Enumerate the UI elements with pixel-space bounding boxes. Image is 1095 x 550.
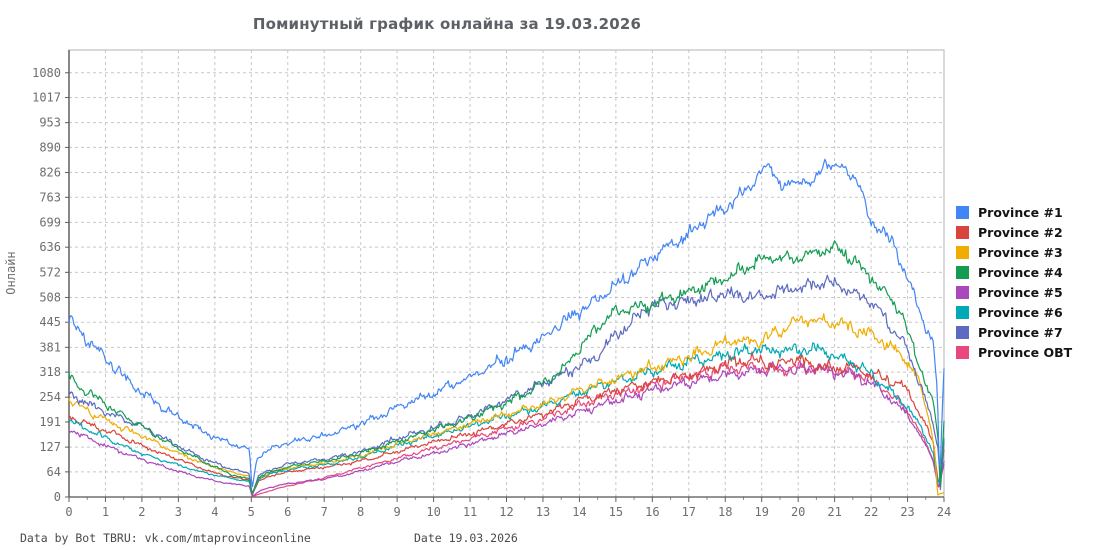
y-tick-label: 127: [39, 440, 61, 454]
y-tick-label: 826: [39, 166, 61, 180]
series-line-province-5: [68, 361, 945, 497]
legend-label: Province #6: [978, 304, 1063, 320]
y-tick-label: 381: [39, 340, 61, 354]
legend-swatch-icon: [956, 345, 969, 359]
y-tick-label: 191: [39, 415, 61, 429]
legend-swatch-icon: [956, 285, 969, 299]
x-tick-label: 9: [394, 505, 401, 519]
legend-swatch-icon: [956, 245, 969, 259]
legend-item-province-7: Province #7: [956, 322, 1072, 342]
legend-label: Province #3: [978, 244, 1063, 260]
legend-label: Province #7: [978, 324, 1063, 340]
series-line-province-3: [68, 313, 945, 496]
legend-swatch-icon: [956, 305, 969, 319]
series-line-province-6: [68, 342, 945, 494]
x-tick-label: 12: [499, 505, 513, 519]
x-tick-label: 11: [463, 505, 477, 519]
x-tick-label: 2: [138, 505, 145, 519]
legend-swatch-icon: [956, 225, 969, 239]
y-tick-label: 318: [39, 365, 61, 379]
legend-label: Province #1: [978, 204, 1063, 220]
footer-date-label: Date 19.03.2026: [414, 531, 518, 545]
legend-item-province-obt: Province OBT: [956, 342, 1072, 362]
y-tick-label: 763: [39, 190, 61, 204]
y-tick-label: 572: [39, 265, 61, 279]
legend-item-province-4: Province #4: [956, 262, 1072, 282]
chart-legend: Province #1 Province #2 Province #3 Provinc…: [956, 202, 1072, 362]
y-tick-label: 1017: [32, 91, 61, 105]
legend-item-province-5: Province #5: [956, 282, 1072, 302]
y-tick-label: 64: [47, 465, 61, 479]
x-tick-label: 20: [791, 505, 805, 519]
x-tick-label: 13: [536, 505, 550, 519]
x-tick-label: 6: [284, 505, 291, 519]
x-tick-label: 3: [175, 505, 182, 519]
x-tick-label: 24: [937, 505, 951, 519]
y-tick-label: 1080: [32, 66, 61, 80]
x-tick-label: 17: [682, 505, 696, 519]
legend-item-province-1: Province #1: [956, 202, 1072, 222]
y-tick-label: 953: [39, 116, 61, 130]
x-tick-label: 19: [754, 505, 768, 519]
legend-item-province-3: Province #3: [956, 242, 1072, 262]
x-tick-label: 10: [426, 505, 440, 519]
legend-label: Province #2: [978, 224, 1063, 240]
x-tick-label: 1: [102, 505, 109, 519]
x-tick-label: 0: [65, 505, 72, 519]
y-tick-label: 699: [39, 215, 61, 229]
y-tick-label: 0: [54, 490, 61, 504]
x-tick-label: 16: [645, 505, 659, 519]
y-tick-label: 445: [39, 315, 61, 329]
x-tick-label: 23: [900, 505, 914, 519]
x-tick-label: 4: [211, 505, 218, 519]
footer-credit: Data by Bot TBRU: vk.com/mtaprovinceonli…: [20, 531, 311, 545]
x-tick-label: 14: [572, 505, 586, 519]
y-tick-label: 636: [39, 240, 61, 254]
y-tick-label: 254: [39, 390, 61, 404]
legend-swatch-icon: [956, 265, 969, 279]
legend-item-province-2: Province #2: [956, 222, 1072, 242]
legend-item-province-6: Province #6: [956, 302, 1072, 322]
legend-swatch-icon: [956, 205, 969, 219]
series-line-province-2: [68, 351, 945, 496]
series-line-province-1: [68, 158, 945, 488]
legend-label: Province #4: [978, 264, 1063, 280]
x-tick-label: 15: [609, 505, 623, 519]
x-tick-label: 5: [248, 505, 255, 519]
x-tick-label: 21: [827, 505, 841, 519]
legend-swatch-icon: [956, 325, 969, 339]
x-tick-label: 22: [864, 505, 878, 519]
y-tick-label: 508: [39, 290, 61, 304]
legend-label: Province #5: [978, 284, 1063, 300]
y-tick-label: 890: [39, 140, 61, 154]
chart-title: Поминутный график онлайна за 19.03.2026: [252, 15, 642, 33]
series-line-province-4: [68, 240, 945, 494]
series-line-province-7: [68, 274, 945, 495]
x-tick-label: 8: [357, 505, 364, 519]
x-tick-label: 7: [321, 505, 328, 519]
legend-label: Province OBT: [978, 344, 1073, 360]
x-tick-label: 18: [718, 505, 732, 519]
